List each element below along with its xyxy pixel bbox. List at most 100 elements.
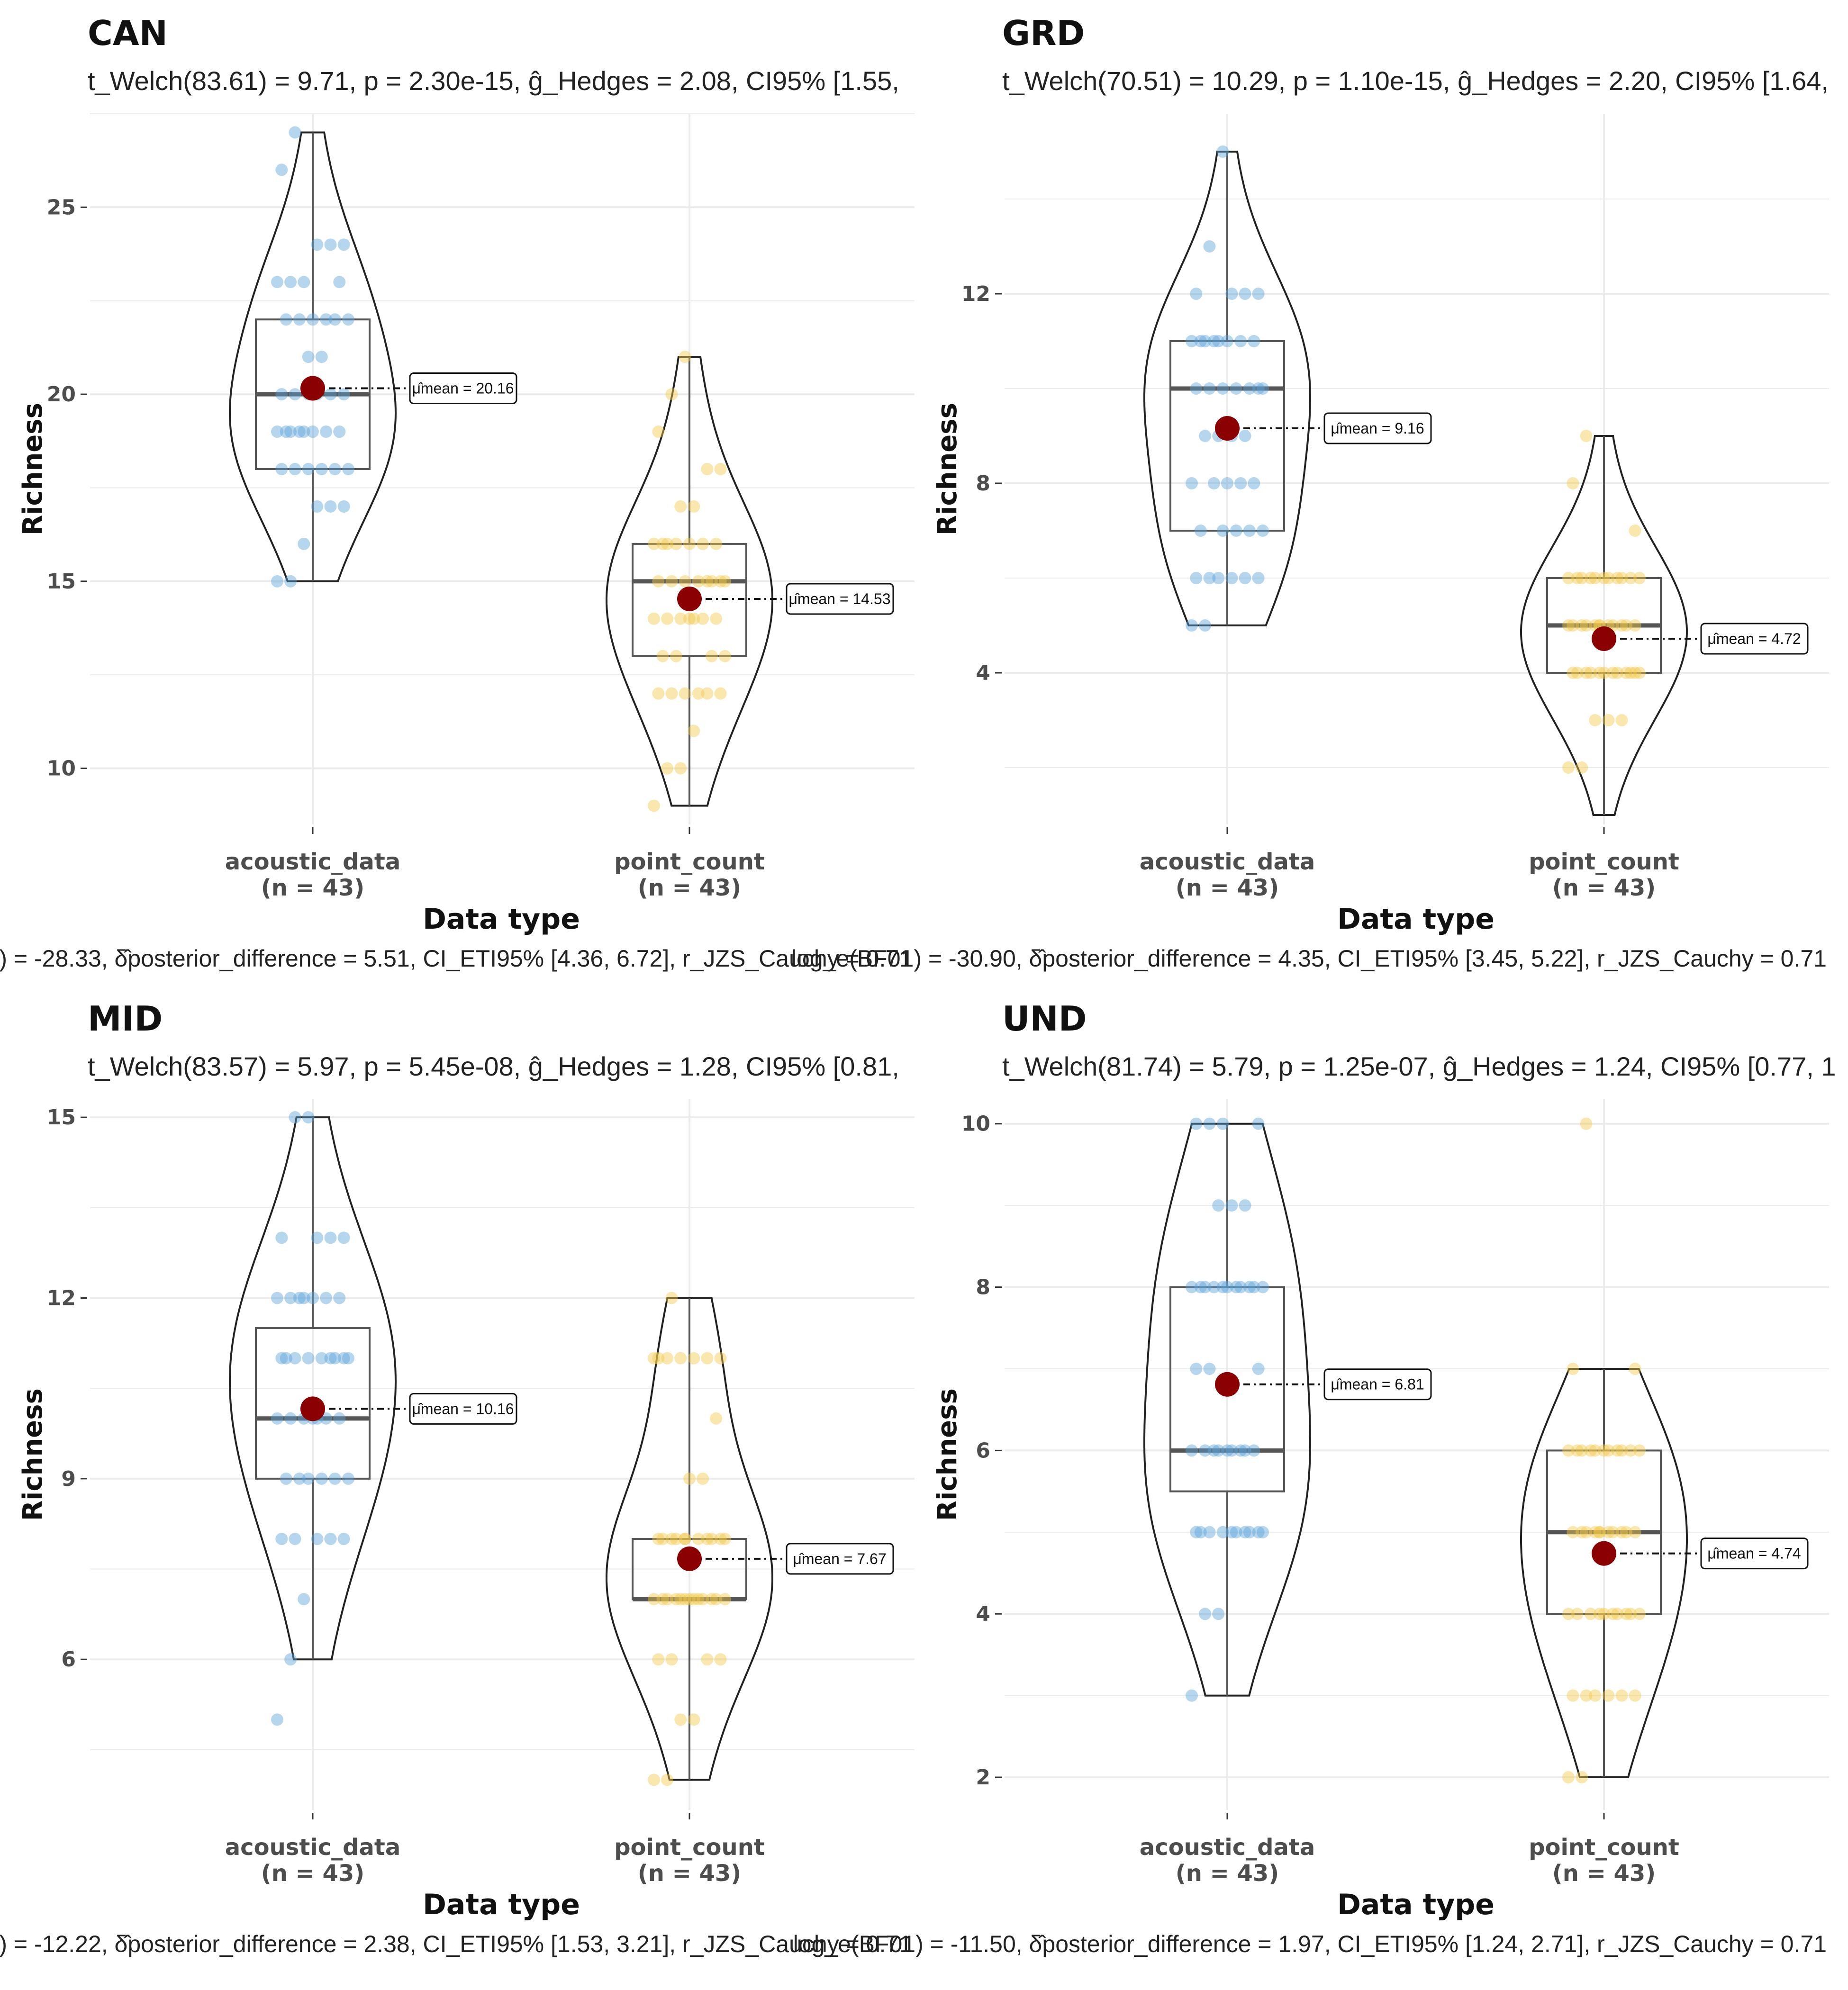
- data-point: [1186, 1689, 1198, 1702]
- violin-acoustic_data: [1143, 151, 1311, 626]
- y-tick-label: 25: [47, 195, 76, 219]
- x-category-label: acoustic_data: [1140, 849, 1315, 875]
- data-point: [284, 425, 297, 438]
- data-point: [652, 425, 665, 438]
- y-axis-label: Richness: [932, 403, 963, 535]
- mean-label-box: [1323, 412, 1432, 444]
- data-point: [1598, 667, 1610, 679]
- data-point: [1252, 288, 1265, 300]
- data-point: [275, 1231, 288, 1244]
- mean-point: [1215, 416, 1240, 441]
- data-point: [705, 575, 718, 588]
- data-point: [1212, 1444, 1225, 1457]
- data-point: [1624, 667, 1637, 679]
- data-point: [670, 1532, 682, 1545]
- mean-label: μ̂mean = 14.53: [788, 590, 890, 607]
- data-point: [1212, 335, 1225, 347]
- data-point: [1562, 1444, 1575, 1457]
- data-point: [1602, 1526, 1615, 1538]
- data-point: [714, 1352, 727, 1365]
- data-point: [333, 276, 346, 289]
- data-point: [1620, 1608, 1632, 1620]
- data-point: [320, 313, 333, 326]
- violin-acoustic_data: [1143, 1122, 1311, 1697]
- data-point: [1243, 525, 1256, 537]
- data-point: [692, 575, 705, 588]
- x-n-label: (n = 43): [261, 1860, 364, 1887]
- mean-label: μ̂mean = 4.72: [1707, 630, 1801, 647]
- data-point: [1598, 572, 1610, 584]
- data-point: [1216, 1281, 1229, 1294]
- data-point: [1567, 1526, 1579, 1538]
- mean-point: [1592, 626, 1616, 651]
- x-category-label: point_count: [614, 1834, 765, 1861]
- data-point: [719, 1532, 731, 1545]
- data-point: [1606, 667, 1619, 679]
- y-tick-label: 10: [47, 757, 76, 781]
- data-point: [1620, 619, 1632, 632]
- data-point: [307, 313, 319, 326]
- data-point: [333, 1292, 346, 1304]
- violin-point_count: [605, 356, 774, 807]
- panel-und: 2 4 6 8 10 UND t_Welch(81.74) = 5.79, p = 1.25…: [793, 999, 1836, 1957]
- data-point: [1611, 572, 1624, 584]
- data-point: [1230, 382, 1242, 395]
- data-point: [1230, 525, 1242, 537]
- data-point: [302, 1472, 315, 1485]
- data-point: [333, 1412, 346, 1425]
- mean-label: μ̂mean = 20.16: [412, 380, 514, 397]
- data-point: [1207, 1444, 1220, 1457]
- data-point: [674, 1593, 687, 1606]
- panel-caption: log_e(BF01) = -30.90, δ̂posterior_differ…: [791, 945, 1827, 972]
- data-point: [710, 612, 723, 625]
- mean-point: [300, 1396, 325, 1421]
- data-point: [670, 1593, 682, 1606]
- mean-label: μ̂mean = 7.67: [793, 1550, 886, 1567]
- data-point: [652, 1532, 665, 1545]
- mean-label-box: [1700, 623, 1809, 655]
- data-point: [688, 1352, 700, 1365]
- data-point: [1186, 1281, 1198, 1294]
- data-point: [337, 500, 350, 513]
- data-point: [1615, 1526, 1628, 1538]
- data-point: [1190, 572, 1203, 584]
- data-point: [1194, 1526, 1207, 1538]
- data-point: [293, 313, 306, 326]
- data-point: [1584, 667, 1597, 679]
- data-point: [670, 537, 682, 550]
- mean-point: [1592, 1541, 1616, 1566]
- data-point: [705, 650, 718, 662]
- data-point: [1629, 1526, 1641, 1538]
- data-point: [661, 1773, 674, 1786]
- violin-point_count: [1520, 1368, 1688, 1778]
- data-point: [315, 351, 328, 363]
- data-point: [1602, 572, 1615, 584]
- data-point: [1624, 1608, 1637, 1620]
- data-point: [328, 1352, 341, 1365]
- data-point: [1225, 288, 1238, 300]
- data-point: [1190, 1526, 1203, 1538]
- data-point: [284, 575, 297, 588]
- data-point: [1615, 572, 1628, 584]
- data-point: [1239, 1526, 1251, 1538]
- mean-label-box: [786, 583, 894, 615]
- data-point: [324, 1352, 337, 1365]
- data-point: [1580, 430, 1593, 442]
- data-point: [1589, 714, 1602, 726]
- data-point: [679, 687, 691, 700]
- data-point: [648, 1352, 660, 1365]
- data-point: [701, 687, 714, 700]
- data-point: [315, 1352, 328, 1365]
- x-n-label: (n = 43): [638, 875, 741, 901]
- data-point: [337, 1352, 350, 1365]
- mean-label-box: [1323, 1368, 1432, 1401]
- data-point: [1562, 761, 1575, 774]
- data-point: [1194, 335, 1207, 347]
- data-point: [1186, 1444, 1198, 1457]
- data-point: [302, 351, 315, 363]
- data-point: [320, 425, 333, 438]
- data-point: [280, 1352, 292, 1365]
- data-point: [648, 537, 660, 550]
- data-point: [280, 425, 292, 438]
